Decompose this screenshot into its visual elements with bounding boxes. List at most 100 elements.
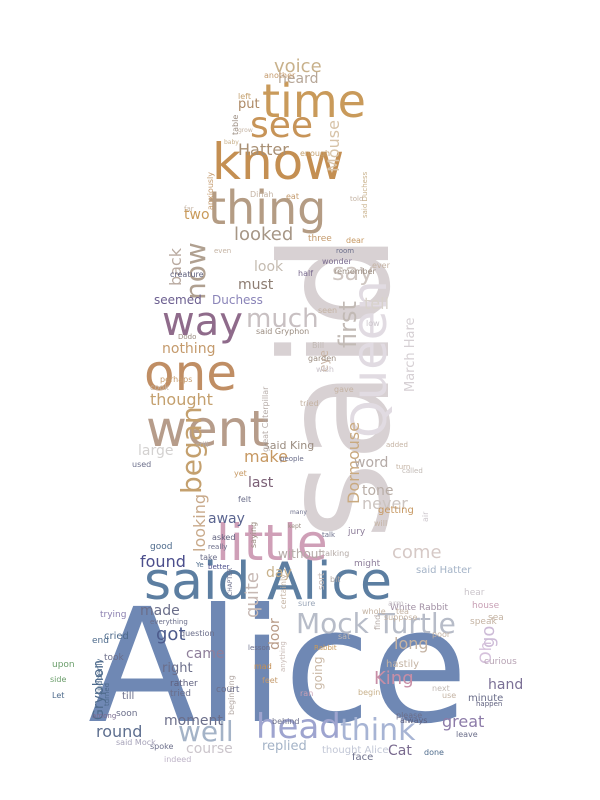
word-till-81: till: [122, 691, 135, 702]
word-told-184: told: [350, 195, 364, 203]
word-day-54: day: [266, 565, 292, 581]
word-never-36: never: [362, 494, 408, 513]
word-seemed-32: seemed: [154, 293, 202, 307]
word-even-148: even: [214, 247, 232, 255]
word-begin-133: begin: [358, 688, 381, 697]
word-dodo-146: Dodo: [178, 333, 197, 341]
word-back-31: back: [166, 247, 185, 286]
word-sea-177: sea: [488, 613, 504, 623]
word-everything-96: everything: [150, 618, 188, 626]
word-spoke-91: spoke: [150, 742, 174, 751]
word-lesson-117: lesson: [248, 644, 271, 652]
word-rather-83: rather: [170, 679, 198, 689]
word-said-king-41: said King: [264, 439, 315, 452]
word-ever-183: ever: [372, 261, 390, 270]
word-moment-60: moment: [164, 713, 223, 729]
word-cried-79: cried: [104, 631, 129, 642]
word-white-rabbit-78: White Rabbit: [390, 603, 449, 613]
word-got-49: got: [156, 624, 186, 645]
word-getting-110: getting: [378, 505, 414, 516]
word-make-40: make: [244, 447, 288, 466]
word-seen-171: seen: [318, 306, 338, 315]
word-looked-26: looked: [234, 224, 294, 245]
word-said-mock-93: said Mock: [116, 738, 156, 747]
word-kept-104: kept: [288, 523, 302, 530]
word-made-50: made: [140, 603, 180, 619]
word-air-174: air: [421, 511, 430, 522]
word-take-98: take: [200, 553, 218, 562]
word-really-100: really: [208, 543, 228, 551]
word-took-80: took: [104, 653, 124, 663]
word-feet-120: feet: [262, 676, 278, 685]
word-must-28: must: [238, 277, 274, 293]
word-anything-122: anything: [279, 641, 287, 672]
word-remember-149: remember: [334, 267, 376, 276]
word-still-166: still: [196, 441, 209, 449]
word-look-29: look: [254, 259, 284, 275]
word-word-43: word: [354, 455, 389, 471]
word-mad-119: mad: [254, 662, 272, 671]
word-came-51: came: [186, 646, 225, 662]
word-well-18: well: [178, 715, 234, 748]
word-curious-76: curious: [484, 657, 517, 667]
word-low-172: low: [366, 319, 380, 328]
word-good-97: good: [150, 542, 173, 552]
word-hatter-22: Hatter: [238, 140, 289, 159]
word-let-90: Let: [52, 691, 65, 700]
word-said-hatter-111: said Hatter: [416, 565, 472, 576]
word-saying-105: saying: [249, 521, 258, 548]
word-said-alice-2: said Alice: [144, 552, 392, 612]
word-alice-0: Alice: [88, 575, 468, 759]
word-went-4: went: [146, 400, 269, 458]
word-beginning-123: beginning: [227, 675, 236, 715]
word-said-duchess-163: said Duchess: [361, 171, 369, 218]
word-little-3: little: [216, 514, 328, 572]
word-cat-63: Cat: [388, 743, 412, 759]
word-thought-alice-126: thought Alice: [322, 745, 389, 756]
word-far-185: far: [184, 205, 194, 213]
word-ran-121: ran: [300, 689, 314, 698]
word-might-109: might: [354, 559, 381, 569]
word-face-127: face: [352, 752, 374, 763]
word-wish-141: wish: [316, 365, 335, 374]
word-whole-182: whole: [362, 607, 386, 616]
word-happen-131: happen: [476, 700, 503, 708]
word-tone-44: tone: [362, 483, 394, 499]
word-tea-178: tea: [396, 607, 409, 616]
word-speak-176: speak: [470, 617, 497, 627]
word-away-46: away: [208, 511, 245, 527]
word-half-71: half: [298, 269, 314, 278]
word-please-130: please: [396, 711, 423, 720]
word-upon-88: upon: [52, 660, 75, 670]
word-always-129: always: [400, 716, 428, 725]
word-find-73: find: [373, 614, 382, 630]
word-dinah-156: Dinah: [250, 190, 274, 199]
word-see-9: see: [250, 105, 314, 146]
word-grow-161: grow: [238, 127, 253, 134]
word-much-15: much: [246, 304, 319, 334]
word-looking-45: looking: [190, 493, 209, 552]
word-tell-30: tell: [364, 294, 390, 313]
word-soon-82: soon: [116, 709, 138, 719]
word-right-52: right: [162, 661, 193, 676]
word-will-181: will: [374, 519, 388, 528]
word-put-24: put: [238, 97, 260, 112]
word-know-6: know: [212, 133, 345, 191]
word-going-68: going: [311, 656, 325, 690]
word-course-61: course: [186, 741, 233, 757]
word-mouse-25: Mouse: [324, 120, 343, 172]
word-use-135: use: [442, 691, 457, 700]
word-without-69: without: [278, 547, 324, 561]
word-minute-74: minute: [468, 693, 504, 704]
word-way-10: way: [162, 299, 243, 345]
word-another-158: another: [264, 71, 296, 80]
word-arm-175: arm: [388, 599, 404, 608]
word-round-59: round: [96, 722, 143, 741]
word-great-58: great: [442, 712, 485, 731]
word-chapter-137: CHAPTER: [227, 567, 234, 596]
word-bit-113: bit: [330, 575, 341, 584]
word-bill-142: Bill: [312, 341, 325, 350]
word-last-42: last: [248, 475, 274, 491]
word-great-caterpillar-143: great Caterpillar: [261, 386, 270, 452]
